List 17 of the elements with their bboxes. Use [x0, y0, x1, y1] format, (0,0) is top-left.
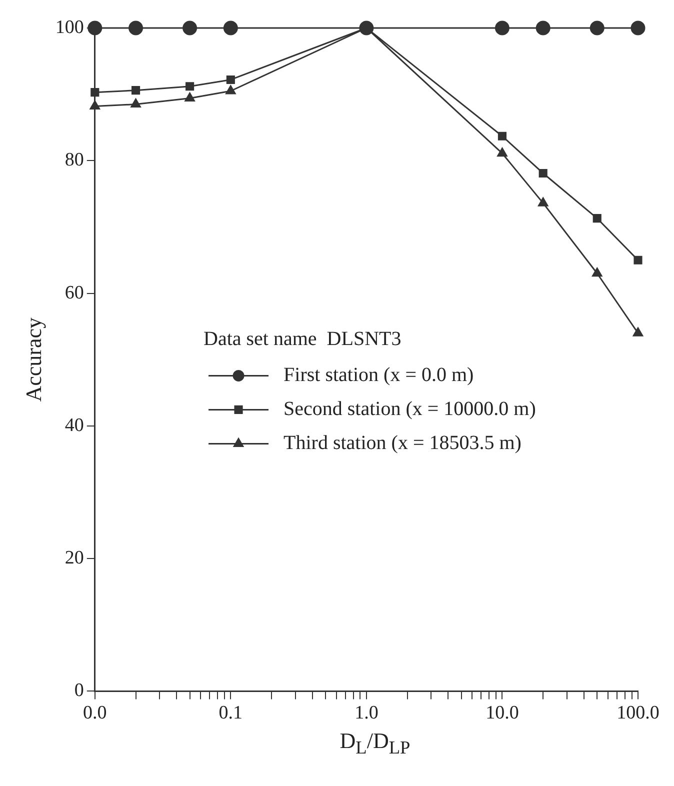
- x-tick-label: 10.0: [486, 702, 519, 724]
- x-tick-label: 0.0: [83, 702, 107, 724]
- x-tick-label: 100.0: [616, 702, 660, 724]
- y-tick-label: 0: [74, 680, 84, 702]
- x-tick-label: 0.1: [218, 702, 243, 724]
- y-tick-label: 60: [64, 282, 84, 304]
- x-axis-title: D$_{L}$/D$_{LP}$: [338, 728, 412, 758]
- legend-label: Third station (x = 18503.5 m): [284, 432, 522, 454]
- legend-label: First station (x = 0.0 m): [284, 364, 474, 386]
- x-tick-label: 1.0: [354, 702, 378, 724]
- legend-title: Data set name DLSNT3: [204, 328, 402, 350]
- y-tick-label: 80: [64, 150, 84, 171]
- y-tick-label: 20: [64, 548, 84, 569]
- legend-label: Second station (x = 10000.0 m): [284, 398, 536, 420]
- y-axis-title: Accuracy: [20, 317, 46, 402]
- y-tick-label: 100: [55, 16, 84, 38]
- y-tick-label: 40: [64, 414, 84, 436]
